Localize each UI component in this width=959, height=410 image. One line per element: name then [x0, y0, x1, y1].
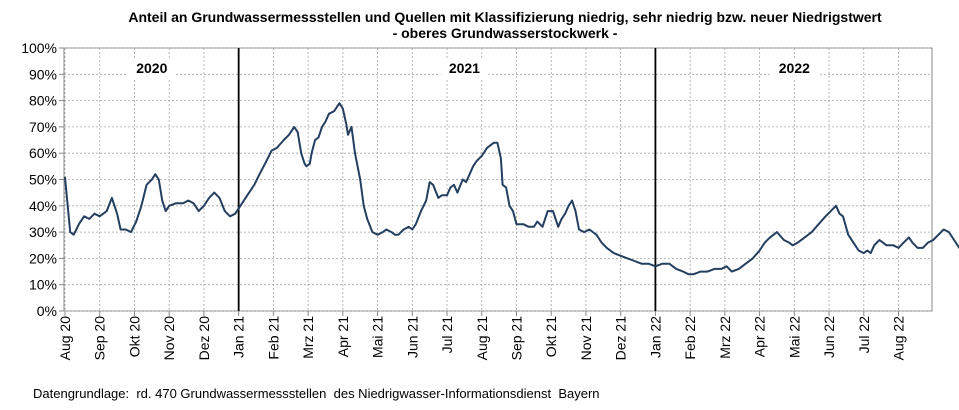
footnote: Datengrundlage: rd. 470 Grundwassermesss… — [33, 386, 600, 401]
x-tick-label: Mai 22 — [786, 316, 802, 358]
year-label-bg — [127, 58, 176, 78]
y-tick-label: 0% — [37, 303, 57, 319]
chart-subtitle: - oberes Grundwasserstockwerk - — [392, 25, 618, 41]
y-tick-label: 20% — [29, 250, 57, 266]
line-chart: 0% 10% 20% 30% 40% 50% 60% 70% 80% 90% 100% Aug 20 S… — [21, 40, 959, 361]
x-tick-label: Jan 21 — [231, 316, 247, 358]
x-tick-label: Jun 22 — [821, 316, 837, 358]
x-tick-label: Mrz 22 — [717, 316, 733, 359]
x-tick-label: Okt 21 — [543, 316, 559, 357]
y-tick-label: 10% — [29, 277, 57, 293]
y-tick-label: 50% — [29, 172, 57, 188]
x-tick-label: Okt 20 — [126, 316, 142, 357]
x-tick-label: Dez 20 — [196, 316, 212, 361]
x-tick-label: Jun 21 — [404, 316, 420, 358]
x-tick-label: Feb 21 — [265, 316, 281, 360]
y-tick-label: 80% — [29, 93, 57, 109]
y-tick-label: 30% — [29, 224, 57, 240]
x-tick-label: Aug 20 — [57, 316, 73, 361]
year-label: 2020 — [136, 60, 167, 76]
year-label-bg — [770, 58, 819, 78]
x-tick-label: Nov 21 — [578, 316, 594, 361]
x-tick-label: Mai 21 — [370, 316, 386, 358]
x-tick-label: Aug 21 — [474, 316, 490, 361]
x-tick-label: Aug 22 — [891, 316, 907, 361]
x-tick-label: Mrz 21 — [300, 316, 316, 359]
y-tick-label: 90% — [29, 66, 57, 82]
y-tick-label: 100% — [21, 40, 57, 56]
y-tick-label: 70% — [29, 119, 57, 135]
x-tick-label: Apr 22 — [752, 316, 768, 357]
x-tick-label: Feb 22 — [682, 316, 698, 360]
x-tick-label: Dez 21 — [613, 316, 629, 361]
year-label: 2022 — [779, 60, 810, 76]
y-tick-label: 60% — [29, 145, 57, 161]
x-tick-label: Sep 21 — [508, 316, 524, 361]
x-tick-label: Apr 21 — [335, 316, 351, 357]
series-line — [64, 102, 959, 276]
x-tick-label: Jul 22 — [856, 316, 872, 354]
chart-title: Anteil an Grundwassermessstellen und Que… — [128, 9, 882, 25]
x-tick-label: Jul 21 — [439, 316, 455, 354]
year-label: 2021 — [449, 60, 480, 76]
x-tick-label: Sep 20 — [92, 316, 108, 361]
y-tick-label: 40% — [29, 198, 57, 214]
x-tick-label: Nov 20 — [161, 316, 177, 361]
year-label-bg — [440, 58, 489, 78]
x-tick-label: Jan 22 — [647, 316, 663, 358]
